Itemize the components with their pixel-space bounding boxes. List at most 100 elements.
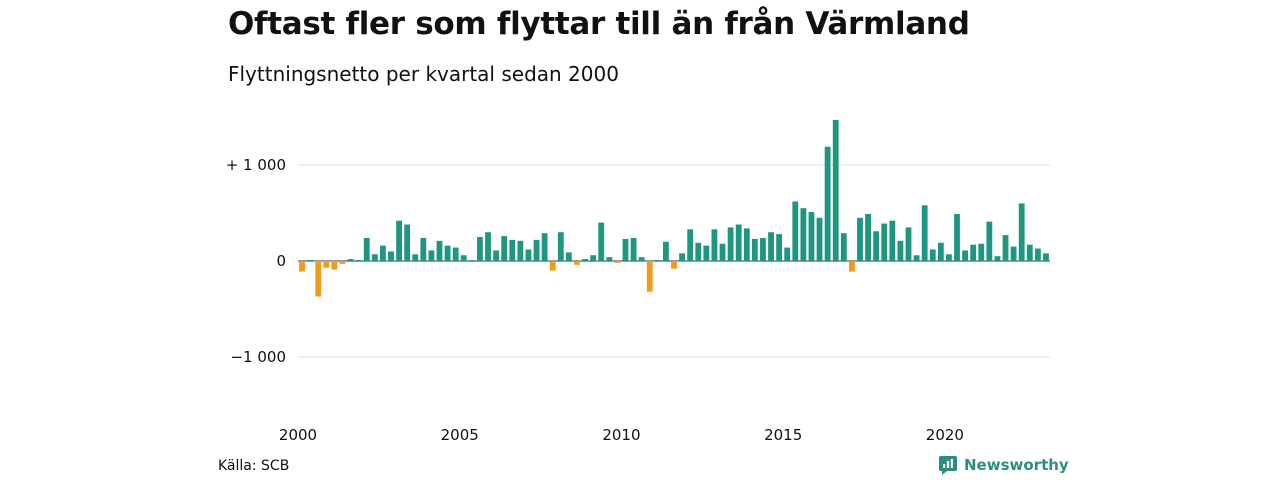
bar <box>1018 203 1025 261</box>
bar <box>962 250 969 261</box>
bar <box>760 237 766 261</box>
bar <box>622 238 629 261</box>
bar <box>727 227 734 261</box>
bar <box>832 119 839 261</box>
bar <box>663 241 669 261</box>
bar <box>460 255 467 261</box>
bar <box>428 250 435 261</box>
bar <box>776 234 783 261</box>
bar <box>598 222 605 261</box>
bar <box>347 259 354 261</box>
x-tick-label: 2005 <box>441 426 479 444</box>
bar <box>614 261 621 263</box>
bar <box>468 260 475 261</box>
bar <box>533 239 540 261</box>
bar <box>549 261 556 271</box>
bar <box>323 261 330 268</box>
bar <box>751 238 758 261</box>
bar <box>517 240 524 261</box>
bar <box>679 253 685 261</box>
bar <box>954 213 960 261</box>
bar <box>452 247 459 261</box>
bar <box>848 261 855 272</box>
bar <box>638 257 645 261</box>
bar <box>396 220 402 261</box>
bar <box>590 255 597 261</box>
brand-name: Newsworthy <box>964 456 1069 474</box>
bar <box>695 242 702 261</box>
x-tick-label: 2020 <box>926 426 964 444</box>
bar <box>1034 248 1041 261</box>
bar <box>565 252 572 261</box>
bar <box>363 237 370 261</box>
bar-layer <box>299 119 1049 297</box>
bar <box>299 261 305 272</box>
bar <box>703 245 710 261</box>
brand-logo: Newsworthy <box>938 455 1069 475</box>
bar <box>816 217 823 261</box>
bar <box>978 243 985 261</box>
bar <box>889 220 896 261</box>
bar <box>1043 253 1049 261</box>
bar <box>784 247 791 261</box>
y-tick-label: −1 000 <box>230 348 286 366</box>
bar <box>994 256 1001 261</box>
bar <box>800 208 807 261</box>
bar <box>541 233 548 261</box>
bar <box>307 260 314 261</box>
bar <box>339 261 346 264</box>
bar <box>1002 235 1009 261</box>
bar <box>444 245 451 261</box>
x-tick-label: 2010 <box>602 426 640 444</box>
bar <box>897 240 904 261</box>
bar <box>671 261 677 269</box>
bar <box>743 228 750 261</box>
bar <box>865 213 871 261</box>
bar <box>719 243 726 261</box>
bar <box>824 146 831 261</box>
bar <box>840 233 847 261</box>
bar <box>905 227 912 261</box>
bar <box>654 260 661 261</box>
bar <box>355 260 362 261</box>
bar <box>379 245 386 261</box>
bar <box>970 244 977 261</box>
newsworthy-logo-icon <box>939 456 957 475</box>
bar <box>913 255 920 261</box>
bar <box>485 232 491 261</box>
source-label: Källa: SCB <box>218 458 290 474</box>
bar <box>1010 246 1017 261</box>
bar <box>646 261 653 292</box>
bar <box>881 223 888 261</box>
x-tick-label: 2015 <box>764 426 802 444</box>
bar <box>501 236 508 261</box>
bar <box>331 261 338 270</box>
bar <box>574 261 580 265</box>
bar <box>792 201 799 261</box>
bar <box>1026 244 1033 261</box>
bar <box>873 231 880 261</box>
axis-layer: + 1 000 0 −1 000 2000 2005 2010 2015 2020 <box>226 156 964 444</box>
bar <box>509 239 516 261</box>
bar <box>687 229 694 261</box>
bar <box>929 249 936 261</box>
bar <box>857 217 863 261</box>
bar <box>420 237 427 261</box>
bar <box>937 242 944 261</box>
bar <box>493 250 500 261</box>
bar <box>921 205 928 261</box>
bar <box>557 232 564 261</box>
bar <box>525 249 532 261</box>
x-tick-label: 2000 <box>279 426 317 444</box>
bar <box>388 251 394 261</box>
bar <box>404 224 411 261</box>
bar <box>582 259 588 261</box>
bar <box>946 254 952 261</box>
bar <box>412 254 419 261</box>
bar <box>371 254 378 261</box>
bar <box>986 221 993 261</box>
bar <box>436 240 443 261</box>
chart-subtitle: Flyttningsnetto per kvartal sedan 2000 <box>228 62 619 86</box>
bar <box>768 232 774 261</box>
bar <box>735 224 742 261</box>
